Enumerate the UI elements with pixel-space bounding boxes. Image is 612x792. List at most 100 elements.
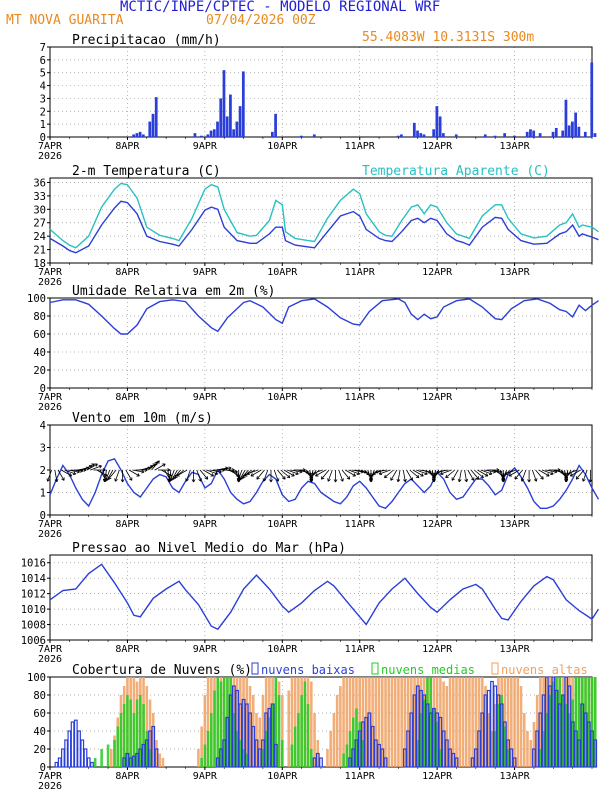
precip-bar [422, 134, 426, 137]
x-tick-label: 13APR [500, 644, 531, 655]
cloud-bar-green [422, 699, 426, 767]
y-tick-label: 20 [33, 365, 46, 377]
cloud-bar-orange [235, 677, 239, 767]
cloud-bar-orange [519, 686, 523, 767]
wind-arrow [416, 469, 428, 475]
wind-arrow [83, 463, 95, 471]
wind-arrow [61, 469, 72, 477]
cloud-bar-green [232, 713, 236, 767]
wind-arrow [375, 469, 388, 473]
wind-arrow-head [269, 479, 273, 483]
cloud-bar-blue [235, 689, 240, 768]
x-tick-label: 12APR [422, 267, 453, 278]
wind-arrow-head [162, 463, 166, 467]
cloud-bar-green [361, 740, 365, 767]
wind-arrow [103, 469, 107, 482]
wind-arrow-head [128, 477, 133, 481]
precip-bar [454, 134, 458, 137]
x-tick-label: 11APR [345, 141, 376, 152]
wind-arrow-head [250, 473, 254, 477]
y-tick-label: 60 [33, 708, 46, 720]
cloud-bar-green [548, 695, 552, 767]
cloud-bar-blue [86, 757, 91, 768]
cloud-bar-orange [290, 677, 294, 767]
precip-bar [235, 121, 239, 137]
cloud-bar-orange [477, 677, 481, 767]
wind-arrow [273, 469, 279, 482]
precip-bar [154, 97, 158, 137]
cloud-bar-blue [412, 694, 417, 768]
cloud-bar-green [426, 677, 429, 767]
wind-arrow [128, 469, 140, 477]
precip-bar [232, 129, 236, 137]
wind-arrow-head [340, 478, 344, 482]
wind-arrow [344, 469, 356, 477]
cloud-bar-orange [310, 681, 313, 767]
wind-arrow [148, 461, 158, 471]
y-tick-label: 0 [40, 510, 46, 522]
cloud-bar-green [351, 717, 355, 767]
y-tick-label: 100 [27, 293, 46, 305]
wind-arrow-head [291, 473, 295, 477]
cloud-bar-orange [264, 677, 268, 767]
cloud-bar-blue [232, 685, 236, 768]
wind-arrow [564, 469, 575, 479]
wind-arrow-head [369, 473, 374, 477]
wind-arrow-head [409, 477, 413, 481]
wind-arrow-head [564, 474, 569, 479]
plot-frame [49, 177, 593, 264]
cloud-bar-orange [458, 677, 462, 767]
wind-arrow-head [141, 469, 145, 474]
cloud-bar-blue [148, 730, 152, 768]
x-tick-label: 10APR [267, 771, 298, 782]
wind-arrow-head [61, 477, 65, 481]
cloud-bar-blue [451, 752, 456, 768]
x-tick-label: 7APR [38, 644, 63, 655]
y-tick-label: 36 [33, 177, 46, 189]
cloud-bar-blue [548, 685, 552, 768]
cloud-bar-green [210, 713, 213, 767]
precip-bar [416, 130, 419, 137]
cloud-bar-orange [155, 740, 158, 767]
x-tick-label: 8APR [115, 267, 140, 278]
cloud-bar-orange [474, 677, 478, 767]
wind-arrow-head [320, 476, 325, 480]
x-tick-label: 7APR [38, 267, 63, 278]
precip-bar [554, 128, 558, 137]
cloud-bar-green [542, 731, 545, 767]
cloud-bar-orange [293, 677, 297, 767]
wind-arrow [384, 469, 394, 479]
cloud-bar-green [277, 695, 281, 767]
year-label: 2026 [38, 402, 62, 413]
wind-arrow [348, 469, 360, 475]
wind-arrow-head [356, 471, 361, 476]
cloud-bar-blue [583, 712, 588, 768]
cloud-bar-green [416, 740, 420, 767]
cloud-bar-green [358, 722, 362, 767]
cloud-bar-blue [435, 712, 440, 768]
wind-arrow-head [198, 478, 202, 482]
cloud-bar-blue [54, 761, 59, 768]
cloud-bar-green [129, 699, 132, 767]
cloud-bar-blue [503, 721, 507, 768]
precip-bar [229, 94, 232, 137]
cloud-bar-blue [319, 757, 323, 768]
wind-arrow [290, 469, 303, 473]
cloud-bar-blue [270, 703, 275, 768]
cloud-bar-blue [244, 703, 249, 768]
legend-swatch [491, 662, 499, 675]
wind-arrow-head [433, 471, 437, 476]
plot-frame [49, 46, 593, 138]
wind-arrow-head [309, 474, 314, 479]
wind-arrow-head [327, 478, 331, 482]
cloud-bar-blue [354, 739, 359, 768]
cloud-bar-orange [416, 677, 420, 767]
cloud-bar-green [571, 699, 574, 767]
cloud-bar-blue [554, 689, 559, 768]
wind-arrow [575, 469, 585, 480]
wind-arrow [90, 465, 102, 471]
chart-panel-4: 1006 1008 1010 1012 1014 1016 7APR 8APR 9APR 10AP… [21, 541, 600, 665]
cloud-bar-green [126, 695, 129, 767]
cloud-bar-green [135, 699, 139, 767]
y-tick-label: 30 [33, 204, 46, 216]
